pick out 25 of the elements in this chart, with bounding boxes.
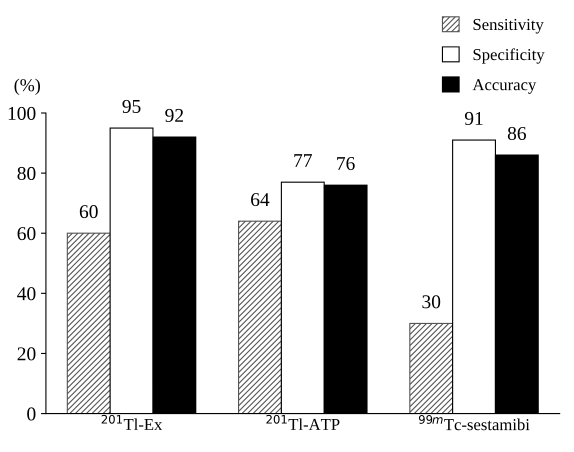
data-label: 76 bbox=[337, 157, 355, 170]
legend-label: Specificity bbox=[474, 48, 545, 64]
legend-label: Sensitivity bbox=[474, 18, 544, 34]
data-label: 30 bbox=[422, 295, 440, 308]
x-tick-label: $^{99m}$Tc-sestamibi bbox=[418, 415, 530, 430]
y-axis-title: (%) bbox=[14, 78, 40, 95]
x-tick-label: $^{201}$Tl-Ex bbox=[102, 414, 162, 430]
data-label: 95 bbox=[122, 100, 141, 113]
data-label: 91 bbox=[464, 112, 483, 125]
y-tick-label: 40 bbox=[17, 287, 36, 300]
bar bbox=[238, 220, 282, 414]
data-label: 77 bbox=[294, 154, 312, 167]
y-tick-label: 80 bbox=[17, 166, 36, 180]
y-tick-label: 60 bbox=[18, 227, 36, 240]
bar bbox=[409, 322, 454, 414]
legend-label: Accuracy bbox=[472, 79, 536, 94]
x-tick-label: $^{201}$Tl-ATP bbox=[266, 414, 340, 430]
data-label: 60 bbox=[80, 205, 98, 218]
data-label: 86 bbox=[508, 126, 526, 140]
y-tick-label: 20 bbox=[18, 347, 36, 360]
data-label: 64 bbox=[251, 193, 270, 206]
data-label: 92 bbox=[165, 108, 183, 122]
y-tick-label: 0 bbox=[27, 407, 36, 421]
bar bbox=[66, 232, 111, 414]
y-tick-label: 100 bbox=[8, 106, 36, 120]
